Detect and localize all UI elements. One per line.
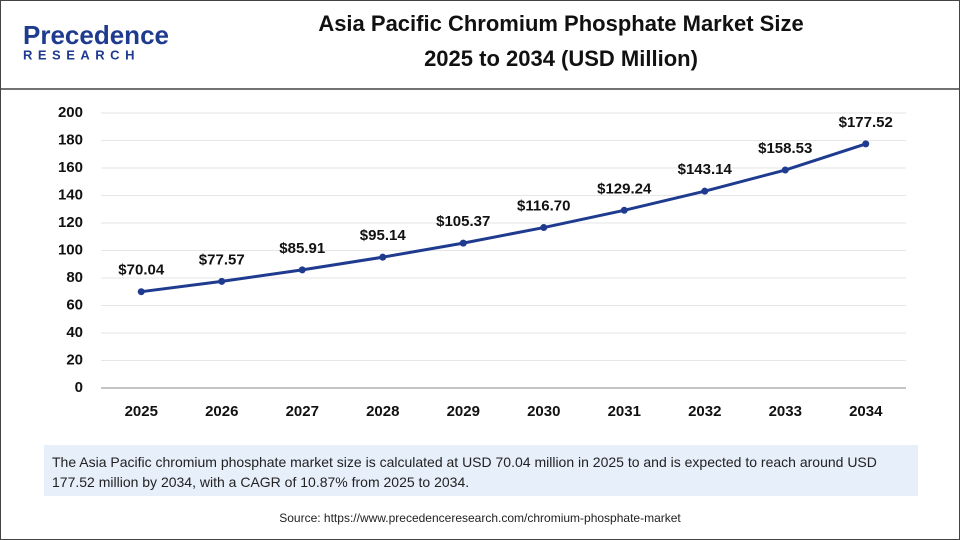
data-label: $105.37 (436, 213, 490, 230)
data-point (781, 166, 789, 174)
y-tick-label: 80 (66, 269, 83, 286)
chart-subtitle: 2025 to 2034 (USD Million) (424, 46, 698, 71)
chart: Precedence RESEARCH Asia Pacific Chromiu… (1, 11, 959, 420)
x-tick-label: 2025 (125, 403, 158, 420)
data-label: $85.91 (279, 240, 325, 257)
x-tick-label: 2033 (769, 403, 802, 420)
data-point (137, 288, 145, 296)
y-tick-label: 20 (66, 351, 83, 368)
data-point (459, 239, 467, 247)
y-tick-label: 0 (75, 379, 83, 396)
x-tick-label: 2029 (447, 403, 480, 420)
logo-name: Precedence (23, 20, 169, 50)
y-tick-label: 40 (66, 324, 83, 341)
data-point (620, 206, 628, 214)
y-tick-label: 160 (58, 159, 83, 176)
y-tick-label: 60 (66, 296, 83, 313)
data-label: $116.70 (517, 198, 570, 215)
y-tick-label: 100 (58, 241, 83, 258)
x-tick-label: 2027 (286, 403, 319, 420)
y-tick-label: 180 (58, 131, 83, 148)
logo-tagline: RESEARCH (23, 47, 140, 62)
series-line (141, 142, 867, 294)
data-label: $95.14 (360, 227, 407, 244)
caption: The Asia Pacific chromium phosphate mark… (44, 445, 918, 496)
x-tick-label: 2031 (608, 403, 641, 420)
chart-title: Asia Pacific Chromium Phosphate Market S… (318, 11, 803, 36)
y-tick-label: 120 (58, 214, 83, 231)
data-label: $158.53 (758, 140, 812, 157)
x-tick-label: 2032 (688, 403, 721, 420)
x-tick-label: 2030 (527, 403, 560, 420)
data-label: $77.57 (199, 251, 245, 268)
data-label: $143.14 (678, 161, 733, 178)
data-label: $70.04 (118, 262, 165, 279)
data-point (540, 224, 548, 232)
x-tick-label: 2026 (205, 403, 238, 420)
data-label: $129.24 (597, 180, 652, 197)
data-point (218, 277, 226, 285)
x-tick-label: 2034 (849, 403, 883, 420)
data-point (701, 187, 709, 195)
data-label: $177.52 (839, 114, 893, 131)
x-tick-label: 2028 (366, 403, 399, 420)
y-tick-label: 140 (58, 186, 83, 203)
data-point (862, 140, 870, 148)
data-point (379, 253, 387, 261)
data-point (298, 266, 306, 274)
source: Source: https://www.precedenceresearch.c… (279, 511, 681, 525)
y-tick-label: 200 (58, 104, 83, 121)
